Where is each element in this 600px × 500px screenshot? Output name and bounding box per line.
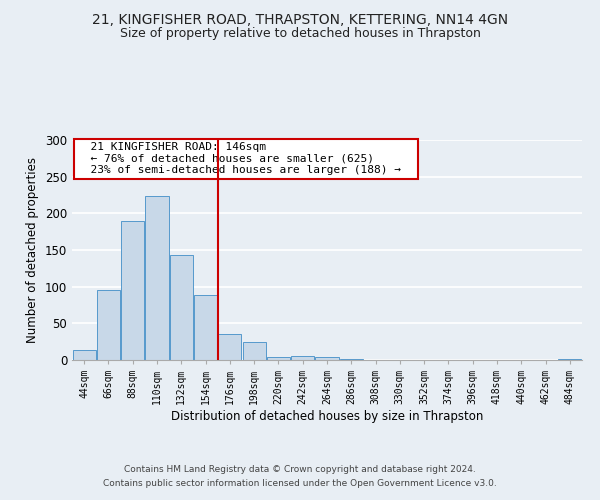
Y-axis label: Number of detached properties: Number of detached properties — [26, 157, 40, 343]
Bar — [242, 342, 266, 360]
Bar — [218, 334, 241, 360]
Bar — [267, 357, 290, 360]
Bar — [559, 358, 581, 360]
Bar — [316, 357, 338, 360]
Text: 21, KINGFISHER ROAD, THRAPSTON, KETTERING, NN14 4GN: 21, KINGFISHER ROAD, THRAPSTON, KETTERIN… — [92, 12, 508, 26]
Bar — [194, 294, 217, 360]
Text: Size of property relative to detached houses in Thrapston: Size of property relative to detached ho… — [119, 28, 481, 40]
Text: 21 KINGFISHER ROAD: 146sqm  
  ← 76% of detached houses are smaller (625)  
  23: 21 KINGFISHER ROAD: 146sqm ← 76% of deta… — [77, 142, 415, 176]
Bar — [145, 196, 169, 360]
X-axis label: Distribution of detached houses by size in Thrapston: Distribution of detached houses by size … — [171, 410, 483, 423]
Bar — [340, 358, 363, 360]
Bar — [170, 255, 193, 360]
Bar — [73, 350, 95, 360]
Bar — [97, 290, 120, 360]
Bar — [121, 220, 144, 360]
Bar — [291, 356, 314, 360]
Text: Contains HM Land Registry data © Crown copyright and database right 2024.
Contai: Contains HM Land Registry data © Crown c… — [103, 466, 497, 487]
